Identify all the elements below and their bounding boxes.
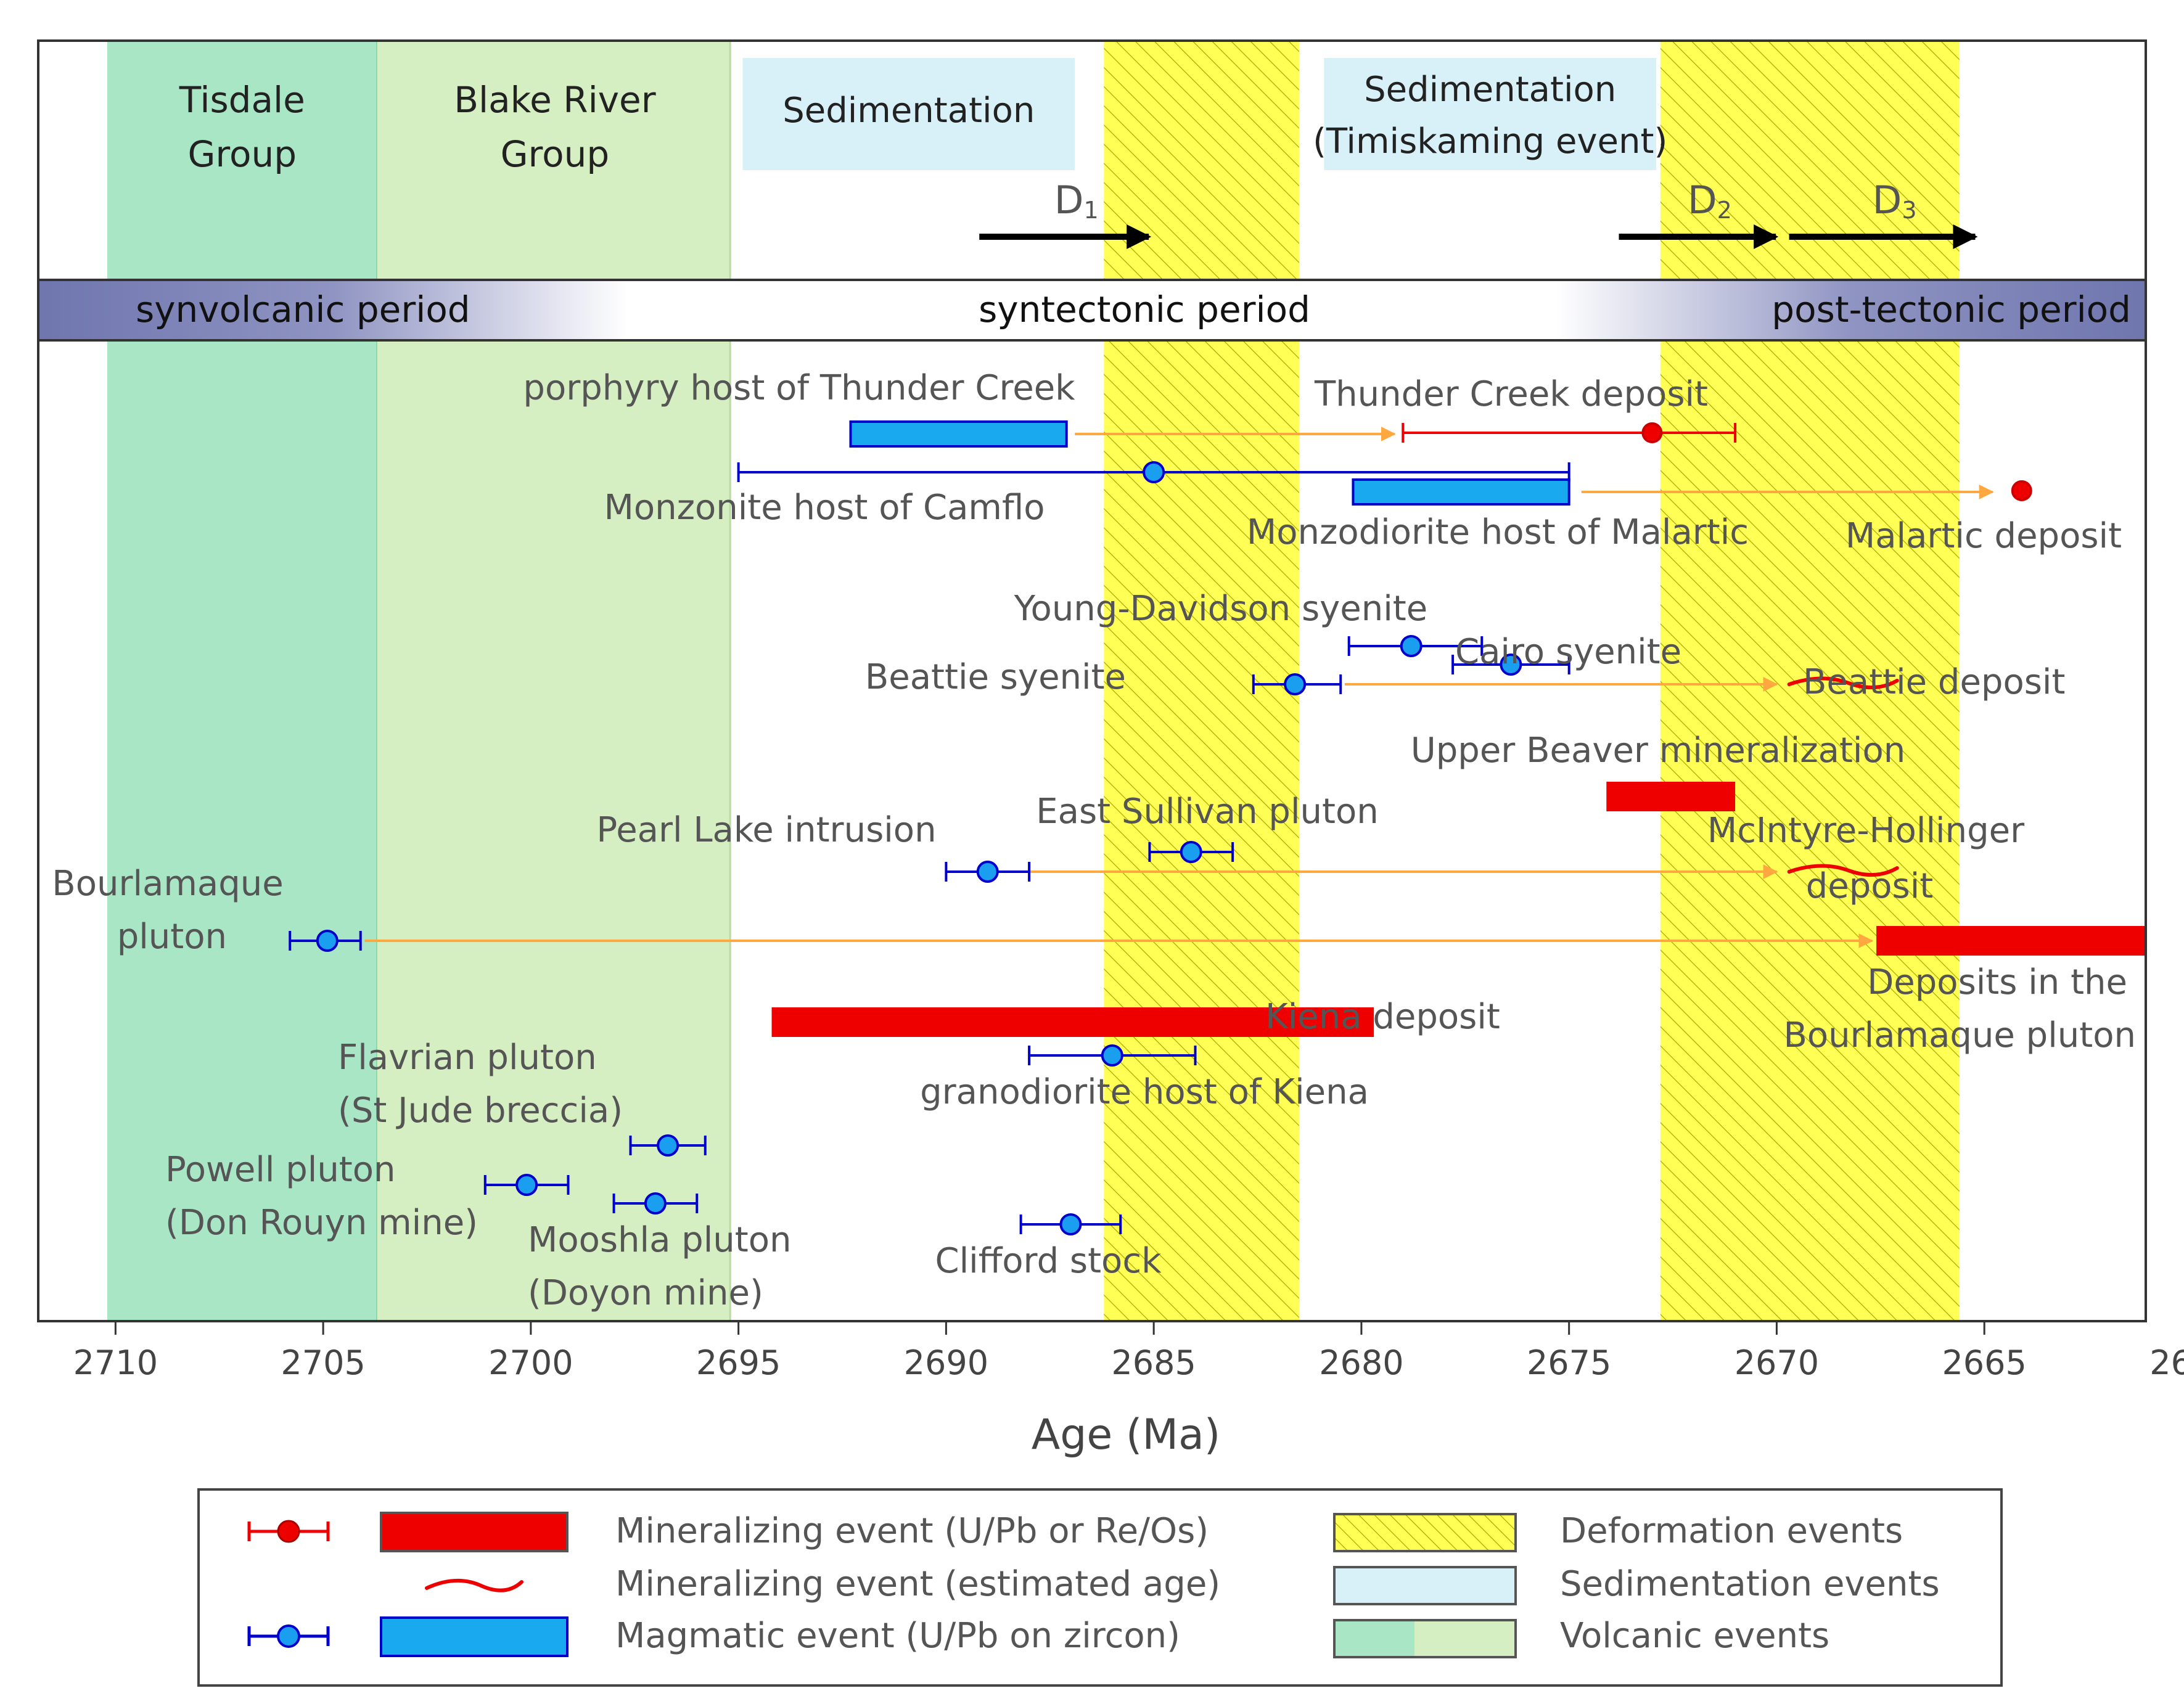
label-mcintyre-line2: deposit (1806, 866, 1934, 906)
magmatic-point (657, 1134, 679, 1157)
label-upper-beaver: Upper Beaver mineralization (1411, 731, 1905, 771)
magmatic-point (1059, 1213, 1082, 1235)
volcanic-group-label: Group (187, 133, 297, 175)
label-powell-line2: (Don Rouyn mine) (165, 1203, 478, 1243)
label-mooshla-line2: (Doyon mine) (528, 1273, 763, 1313)
label-deposits-bourlamaque-line2: Bourlamaque pluton (1783, 1015, 2136, 1055)
period-label: post-tectonic period (1771, 289, 2131, 330)
legend-magmatic-bar (380, 1616, 569, 1657)
legend-volcanic-label: Volcanic events (1560, 1616, 1829, 1656)
sedimentation-label: (Timiskaming event) (1313, 121, 1667, 162)
x-tick-label: 2710 (73, 1343, 158, 1382)
legend-mineral-estimated-squiggle (425, 1579, 523, 1592)
label-camflo: Monzonite host of Camflo (604, 488, 1045, 528)
legend-magmatic-label: Magmatic event (U/Pb on zircon) (615, 1616, 1180, 1656)
label-thunder-deposit: Thunder Creek deposit (1314, 374, 1708, 414)
magmatic-bar (849, 420, 1068, 448)
label-kiena-host: granodiorite host of Kiena (920, 1072, 1369, 1112)
label-east-sullivan: East Sullivan pluton (1036, 792, 1378, 832)
label-beattie-syenite: Beattie syenite (865, 657, 1126, 697)
sedimentation-box (742, 58, 1075, 170)
label-pearl-lake: Pearl Lake intrusion (596, 810, 936, 850)
deformation-band (1104, 41, 1299, 1321)
magmatic-point (1500, 653, 1522, 676)
data-marks (289, 420, 2146, 1235)
x-tick-label: 2675 (1527, 1343, 1611, 1382)
period-label: syntectonic period (979, 289, 1310, 330)
event-labels: porphyry host of Thunder Creek Thunder C… (52, 368, 2136, 1313)
x-tick-label: 2695 (696, 1343, 781, 1382)
legend-deformation-swatch (1333, 1513, 1517, 1552)
mineral-estimated-squiggle (1787, 676, 1899, 690)
x-axis: 2710 2705 2700 2695 2690 2685 2680 2675 2670 2665… (73, 1321, 2184, 1382)
label-young-davidson: Young-Davidson syenite (1014, 589, 1427, 629)
x-tick-label: 2685 (1111, 1343, 1196, 1382)
label-bourlamaque-line2: pluton (117, 917, 227, 957)
x-tick-label: 2670 (1734, 1343, 1819, 1382)
period-band: synvolcanic period syntectonic period post… (37, 279, 2147, 342)
x-tick-label: 2690 (904, 1343, 988, 1382)
magmatic-point (515, 1174, 538, 1196)
x-tick-label: 2660 (2149, 1343, 2184, 1382)
magmatic-point (1284, 673, 1307, 695)
legend-deformation-label: Deformation events (1560, 1511, 1903, 1551)
deformation-phase-label: D1 (1054, 178, 1099, 224)
legend-mineral-dated-bar (380, 1512, 569, 1552)
mineral-bar (1876, 926, 2146, 956)
mineral-estimated-squiggle (1787, 864, 1899, 877)
label-mooshla-line1: Mooshla pluton (528, 1220, 792, 1260)
label-mcintyre-line1: McIntyre-Hollinger (1707, 811, 2025, 851)
magmatic-point (976, 861, 999, 883)
mineral-point (2011, 480, 2032, 501)
deformation-phase-label: D3 (1873, 178, 1917, 224)
x-tick-label: 2705 (281, 1343, 365, 1382)
mineral-bar (1606, 782, 1736, 811)
label-beattie-deposit: Beattie deposit (1803, 662, 2065, 702)
label-powell-line1: Powell pluton (165, 1150, 396, 1190)
x-tick-label: 2700 (488, 1343, 573, 1382)
legend-volcanic-swatch (1333, 1619, 1517, 1658)
mineral-bar (771, 1007, 1374, 1037)
sedimentation-label: Sedimentation (782, 91, 1035, 131)
volcanic-group-label: Tisdale (179, 79, 305, 121)
label-bourlamaque-line1: Bourlamaque (52, 864, 283, 904)
magmatic-bar (1352, 478, 1570, 506)
magmatic-point (1143, 461, 1165, 483)
mineral-point (1641, 422, 1663, 443)
volcanic-group-band (107, 41, 377, 1321)
legend-mineral-dated-errorbar (247, 1520, 330, 1543)
label-malartic-host: Monzodiorite host of Malartic (1247, 512, 1749, 552)
volcanic-group-label: Blake River (454, 79, 656, 121)
label-cairo: Cairo syenite (1455, 632, 1681, 672)
magmatic-point (644, 1192, 667, 1215)
x-tick-label: 2665 (1942, 1343, 2026, 1382)
label-kiena-deposit: Kiena deposit (1265, 997, 1500, 1037)
label-clifford: Clifford stock (935, 1241, 1162, 1281)
legend-magmatic-errorbar (247, 1624, 330, 1648)
label-flavrian-line1: Flavrian pluton (338, 1038, 597, 1078)
magmatic-point (1101, 1044, 1123, 1067)
sedimentation-label: Sedimentation (1364, 70, 1616, 110)
label-porphyry: porphyry host of Thunder Creek (523, 368, 1075, 408)
label-malartic-deposit: Malartic deposit (1845, 516, 2122, 556)
legend-mineral-dated-label: Mineralizing event (U/Pb or Re/Os) (615, 1511, 1209, 1551)
x-axis-label: Age (Ma) (1032, 1411, 1221, 1459)
magmatic-point (1180, 841, 1202, 863)
label-deposits-bourlamaque-line1: Deposits in the (1867, 962, 2127, 1002)
magmatic-point (316, 930, 339, 952)
plot-frame (37, 39, 2147, 1322)
legend-sedimentation-label: Sedimentation events (1560, 1564, 1940, 1604)
legend-mineral-estimated-label: Mineralizing event (estimated age) (615, 1564, 1220, 1604)
x-tick-label: 2680 (1319, 1343, 1403, 1382)
legend: Mineralizing event (U/Pb or Re/Os) Miner… (197, 1488, 2003, 1687)
volcanic-group-band (377, 41, 731, 1321)
top-event-labels: Tisdale Group Blake River Group Sedimentatio… (179, 58, 1978, 249)
legend-sedimentation-swatch (1333, 1566, 1517, 1605)
sedimentation-box (1324, 58, 1657, 170)
magmatic-point (1400, 635, 1422, 657)
volcanic-group-label: Group (501, 133, 610, 175)
period-label: synvolcanic period (136, 289, 470, 330)
label-flavrian-line2: (St Jude breccia) (338, 1091, 623, 1131)
